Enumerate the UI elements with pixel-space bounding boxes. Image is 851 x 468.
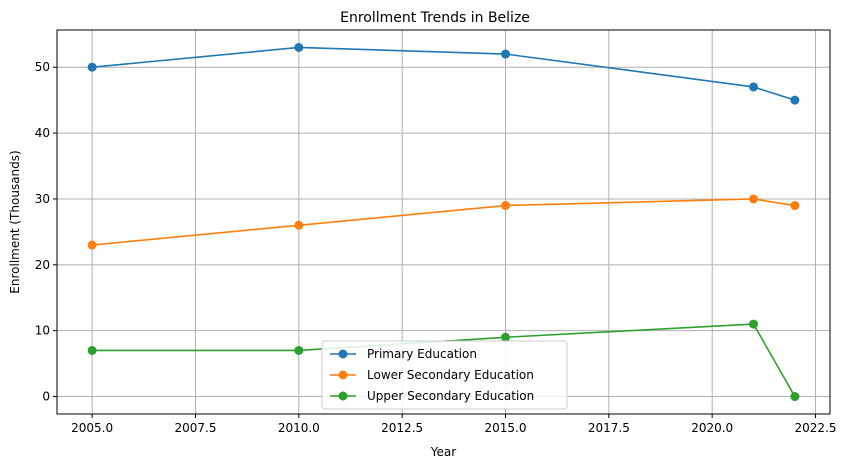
legend-label: Primary Education xyxy=(367,347,477,361)
series-line xyxy=(92,198,795,246)
series-layer xyxy=(87,42,800,402)
data-point xyxy=(87,240,97,250)
data-point xyxy=(294,220,304,230)
legend: Primary Education Lower Secondary Educati… xyxy=(321,340,568,410)
series-1 xyxy=(87,42,800,105)
y-tick-label: 10 xyxy=(35,324,50,338)
data-point xyxy=(790,392,800,402)
data-point xyxy=(294,345,304,355)
data-point xyxy=(749,82,759,92)
y-axis: 0 10 20 30 40 50 xyxy=(35,60,57,404)
x-tick-label: 2020.0 xyxy=(691,421,733,435)
x-tick-label: 2007.5 xyxy=(174,421,216,435)
y-axis-label: Enrollment (Thousands) xyxy=(8,150,22,293)
x-axis-label: Year xyxy=(430,445,456,459)
legend-label: Upper Secondary Education xyxy=(367,389,534,403)
data-point xyxy=(501,332,511,342)
y-tick-label: 0 xyxy=(42,390,50,404)
data-point xyxy=(87,62,97,72)
series-2 xyxy=(87,194,800,250)
x-tick-label: 2012.5 xyxy=(381,421,423,435)
plot-frame xyxy=(56,29,831,415)
legend-swatch-marker xyxy=(338,349,348,359)
legend-swatch-marker xyxy=(338,370,348,380)
data-point xyxy=(501,49,511,59)
y-tick-label: 20 xyxy=(35,258,50,272)
series-3 xyxy=(87,319,800,402)
x-tick-label: 2010.0 xyxy=(278,421,320,435)
x-tick-label: 2022.5 xyxy=(795,421,837,435)
legend-item: Primary Education xyxy=(330,347,477,361)
legend-box xyxy=(321,340,568,410)
y-tick-label: 30 xyxy=(35,192,50,206)
y-tick-label: 40 xyxy=(35,126,50,140)
data-point xyxy=(87,345,97,355)
x-tick-label: 2017.5 xyxy=(588,421,630,435)
data-point xyxy=(294,42,304,52)
series-line xyxy=(92,46,796,101)
grid xyxy=(57,30,830,414)
data-point xyxy=(501,201,511,211)
legend-swatch-marker xyxy=(338,391,348,401)
data-point xyxy=(790,201,800,211)
x-tick-label: 2005.0 xyxy=(71,421,113,435)
y-tick-label: 50 xyxy=(35,60,50,74)
legend-label: Lower Secondary Education xyxy=(367,368,534,382)
data-point xyxy=(749,194,759,204)
x-tick-label: 2015.0 xyxy=(485,421,527,435)
data-point xyxy=(749,319,759,329)
legend-item: Upper Secondary Education xyxy=(330,389,534,403)
chart-title: Enrollment Trends in Belize xyxy=(340,10,530,26)
data-point xyxy=(790,95,800,105)
x-axis: 2005.0 2007.5 2010.0 2012.5 2015.0 2017.5 2020… xyxy=(71,414,837,435)
legend-item: Lower Secondary Education xyxy=(330,368,534,382)
